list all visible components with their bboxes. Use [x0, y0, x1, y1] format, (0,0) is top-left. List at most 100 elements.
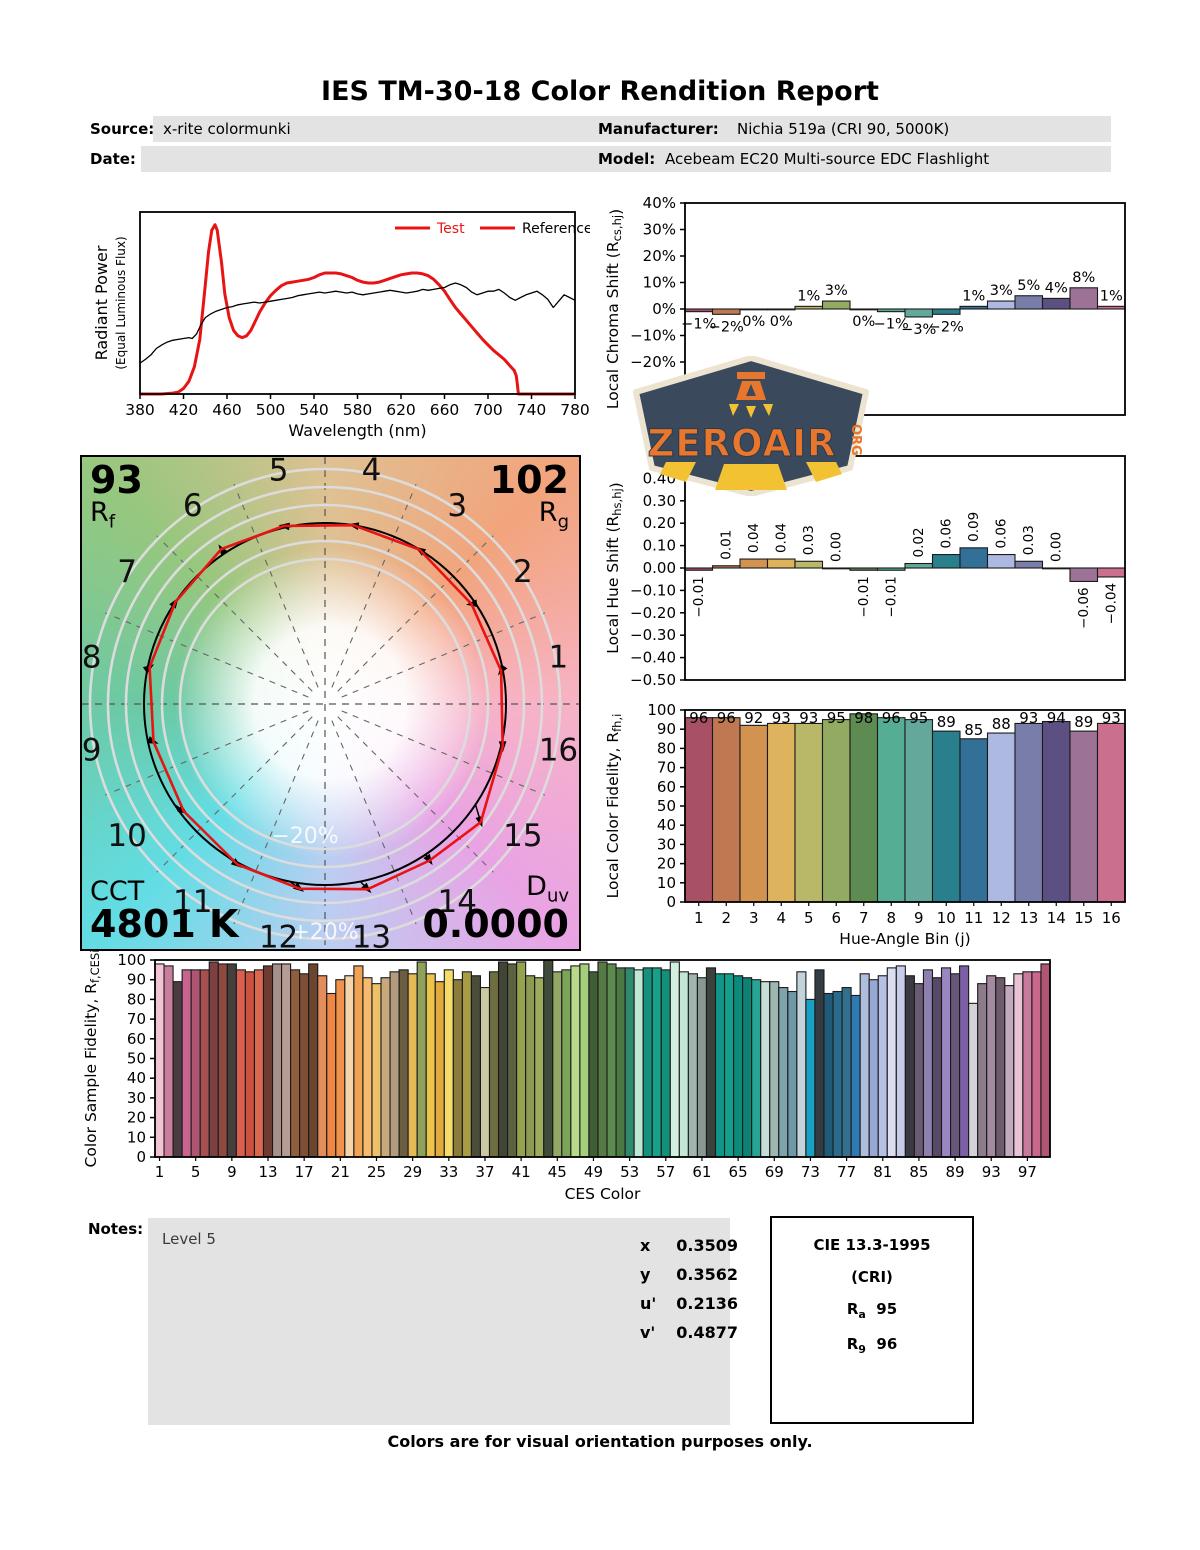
svg-text:37: 37 — [475, 1163, 494, 1181]
notes-label: Notes: — [88, 1220, 144, 1238]
svg-text:3: 3 — [749, 909, 759, 927]
bar-13 — [262, 965, 274, 1158]
duv-symbol: Duv — [526, 870, 569, 906]
spd-series-reference — [139, 282, 576, 364]
svg-text:5: 5 — [191, 1163, 201, 1181]
bar-13 — [1014, 722, 1044, 903]
svg-text:50: 50 — [127, 1050, 146, 1068]
svg-text:10: 10 — [127, 1128, 146, 1146]
rg-value: 102 — [489, 458, 569, 502]
bar-19 — [317, 975, 328, 1158]
bar-30 — [416, 961, 427, 1158]
svg-text:96: 96 — [882, 709, 901, 727]
bar-1 — [684, 567, 714, 571]
bar-10 — [235, 969, 246, 1158]
zeroair-logo: ZEROAIR ORG — [633, 356, 869, 496]
svg-text:65: 65 — [729, 1163, 748, 1181]
bin-label-15: 15 — [503, 818, 542, 854]
svg-text:93: 93 — [799, 709, 818, 727]
bar-71 — [787, 990, 798, 1158]
svg-text:29: 29 — [403, 1163, 422, 1181]
bar-76 — [832, 990, 843, 1158]
bar-89 — [950, 973, 961, 1158]
cie-subtitle: (CRI) — [851, 1268, 893, 1286]
bar-48 — [579, 963, 590, 1158]
svg-text:−0.20: −0.20 — [630, 604, 676, 622]
bar-73 — [805, 998, 816, 1158]
bin-label-9: 9 — [82, 732, 101, 768]
svg-text:1%: 1% — [962, 288, 985, 304]
bar-1 — [684, 717, 714, 903]
svg-text:−0.01: −0.01 — [691, 576, 707, 617]
svg-text:1%: 1% — [1100, 288, 1123, 304]
bar-12 — [986, 300, 1016, 310]
svg-text:0.09: 0.09 — [966, 512, 982, 542]
local-chroma-shift-chart: 40% 30% 20% 10% 0% −10% −20% −1% −2% 0% 0% 1% 3% 0% −1… — [600, 188, 1145, 423]
flashlight-icon — [729, 372, 773, 418]
svg-text:45: 45 — [548, 1163, 567, 1181]
svg-text:96: 96 — [689, 709, 708, 727]
svg-text:53: 53 — [620, 1163, 639, 1181]
bar-47 — [570, 965, 581, 1158]
bar-12 — [986, 554, 1016, 569]
bar-16 — [1096, 567, 1126, 578]
bar-90 — [959, 965, 970, 1158]
svg-text:4: 4 — [776, 909, 786, 927]
bin-label-6: 6 — [183, 488, 203, 524]
reference-circle — [143, 522, 507, 886]
bar-56 — [651, 967, 662, 1158]
svg-text:8: 8 — [886, 909, 896, 927]
bar-11 — [959, 547, 989, 569]
svg-text:−3%: −3% — [901, 322, 936, 338]
notes-text: Level 5 — [162, 1230, 216, 1248]
svg-text:85: 85 — [909, 1163, 928, 1181]
bar-13 — [1014, 295, 1044, 310]
svg-text:93: 93 — [1102, 709, 1121, 727]
svg-text:Radiant Power: Radiant Power — [92, 245, 111, 360]
svg-text:57: 57 — [656, 1163, 675, 1181]
bar-12 — [986, 732, 1016, 903]
svg-text:0.01: 0.01 — [718, 530, 734, 560]
manufacturer-label: Manufacturer: — [598, 120, 719, 138]
svg-text:30: 30 — [657, 835, 676, 853]
bar-65 — [733, 975, 744, 1158]
bar-33 — [443, 969, 454, 1158]
bar-77 — [841, 987, 852, 1158]
svg-text:700: 700 — [473, 401, 503, 419]
bin-label-11: 11 — [173, 884, 212, 920]
bar-6 — [821, 300, 851, 310]
bar-91 — [968, 1002, 979, 1158]
svg-text:0%: 0% — [652, 300, 676, 318]
rg-symbol: Rg — [538, 497, 569, 533]
bar-53 — [624, 967, 635, 1158]
svg-text:95: 95 — [827, 709, 846, 727]
bar-85 — [913, 983, 924, 1158]
svg-text:10: 10 — [937, 909, 956, 927]
bar-51 — [606, 963, 617, 1158]
bin-label-8: 8 — [82, 640, 101, 676]
svg-text:60: 60 — [127, 1030, 146, 1048]
bar-11 — [959, 305, 989, 310]
bar-52 — [615, 967, 626, 1158]
bar-43 — [534, 977, 545, 1158]
svg-text:0.30: 0.30 — [643, 492, 676, 510]
bar-16 — [1096, 722, 1126, 903]
svg-text:−0.10: −0.10 — [630, 581, 676, 599]
bar-68 — [760, 981, 771, 1158]
bar-87 — [931, 977, 943, 1158]
source-label: Source: — [90, 120, 155, 138]
bar-88 — [940, 967, 952, 1158]
svg-text:90: 90 — [127, 971, 146, 989]
bar-66 — [742, 977, 753, 1158]
color-sample-fidelity-chart: 100 90 80 70 60 50 40 30 20 10 0 1 5 9 13 17 21 25 29 33 37 4… — [80, 945, 1090, 1203]
bar-20 — [326, 992, 337, 1158]
bar-31 — [425, 973, 436, 1158]
svg-text:1: 1 — [155, 1163, 165, 1181]
svg-text:+20%: +20% — [291, 920, 358, 945]
svg-text:88: 88 — [992, 715, 1011, 733]
bar-26 — [380, 977, 391, 1158]
svg-text:1%: 1% — [797, 288, 820, 304]
bar-9 — [904, 719, 934, 903]
bar-8 — [876, 717, 906, 903]
bar-70 — [778, 987, 789, 1158]
